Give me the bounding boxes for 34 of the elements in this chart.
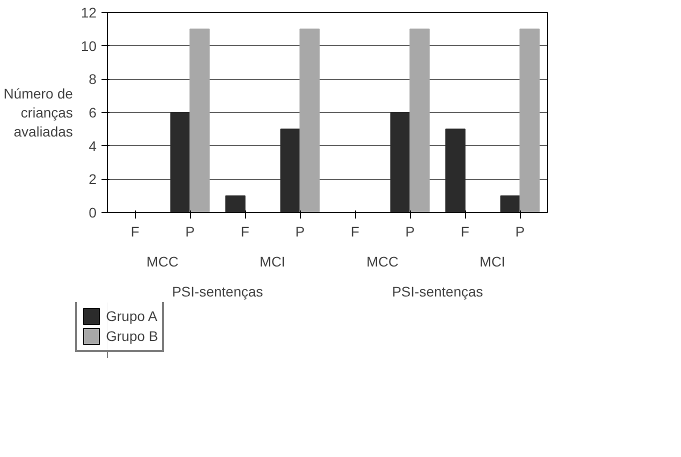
text: MCI [480, 254, 506, 270]
legend-label: Grupo B [106, 328, 158, 344]
x-tick-label: P [295, 224, 305, 240]
bar [300, 28, 320, 212]
bar [170, 112, 190, 212]
bar [280, 128, 300, 212]
bar [445, 128, 466, 212]
y-tick-label: 8 [88, 71, 97, 88]
bar [190, 28, 210, 212]
text: MCC [146, 254, 178, 270]
x-tick-label: P [515, 224, 525, 240]
text: PSI-sentenças [172, 284, 264, 300]
y-tick-label: 10 [80, 38, 97, 54]
y-tick-label: 6 [88, 104, 97, 120]
y-tick-label: 2 [88, 171, 97, 188]
y-tick-label: 12 [80, 4, 97, 20]
bar [500, 195, 520, 212]
bar [225, 195, 246, 212]
legend-label: Grupo A [106, 308, 158, 324]
x-tick-label: F [130, 224, 140, 240]
x-tick-label: F [460, 224, 470, 240]
x-tick-label: F [240, 224, 250, 240]
y-tick-label: 0 [88, 204, 97, 220]
x-tick-label: P [185, 224, 195, 240]
x-tick-label: P [405, 224, 415, 240]
y-axis-title: Número de crianças avaliadas [4, 85, 74, 140]
x-tick-label: F [350, 224, 360, 240]
bar [520, 28, 540, 212]
bar [410, 28, 430, 212]
bar [390, 112, 410, 212]
y-tick-label: 4 [88, 138, 97, 154]
text: PSI-sentenças [392, 284, 484, 300]
text: MCI [260, 254, 286, 270]
text: MCC [366, 254, 398, 270]
